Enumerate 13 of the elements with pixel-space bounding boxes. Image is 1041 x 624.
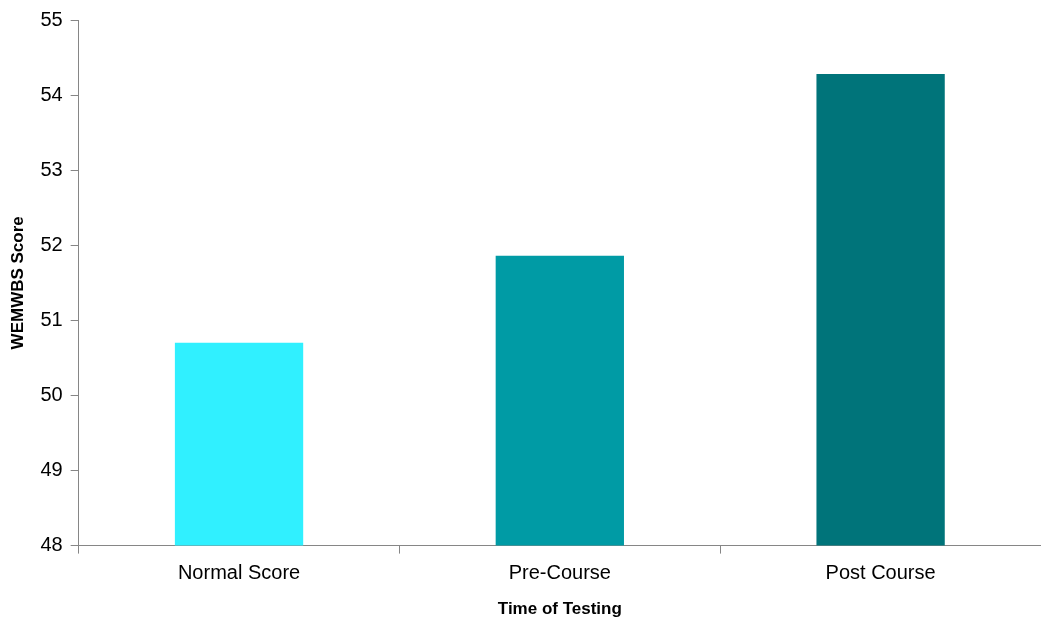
y-axis-title: WEMWBS Score [7,216,27,350]
y-tick-label: 52 [40,232,63,255]
y-tick-label: 49 [40,458,63,481]
y-tick-label: 50 [40,382,63,405]
x-tick-label: Normal Score [177,561,301,584]
y-tick-label: 54 [40,82,63,105]
y-tick-label: 55 [40,7,63,30]
x-axis-title: Time of Testing [497,599,622,619]
x-tick-label: Pre-Course [508,561,611,584]
y-tick-label: 48 [40,533,63,556]
x-tick-label: Post Course [825,561,936,584]
y-tick-label: 53 [40,157,63,180]
y-tick-label: 51 [40,307,63,330]
